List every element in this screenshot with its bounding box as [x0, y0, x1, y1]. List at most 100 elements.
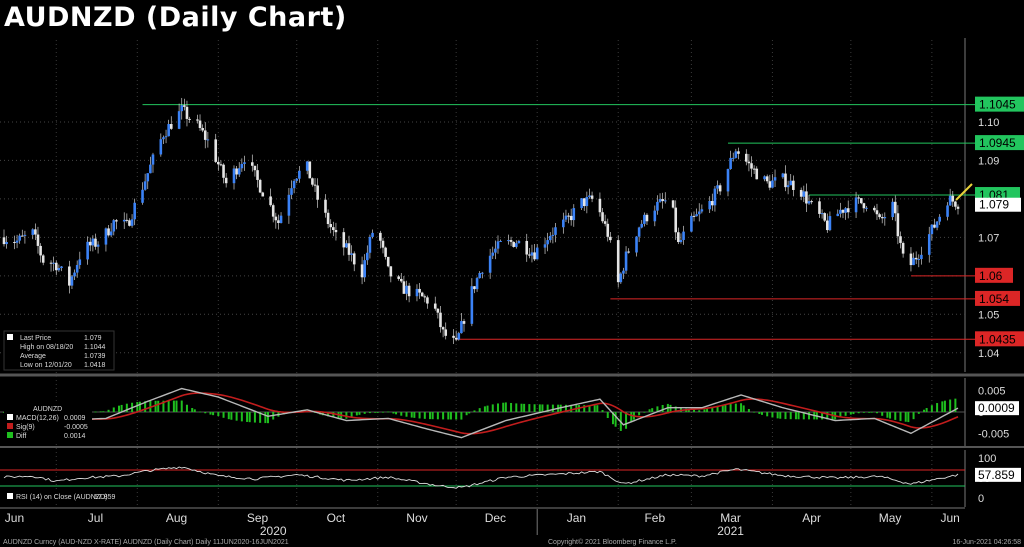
macd-diff-bar	[534, 404, 536, 412]
candle-body	[403, 281, 406, 293]
macd-diff-bar	[871, 412, 873, 413]
candle-body	[884, 217, 887, 218]
candle-body	[261, 192, 264, 196]
macd-diff-bar	[748, 409, 750, 412]
legend-last-value: 1.079	[84, 335, 102, 342]
candle-body	[860, 198, 863, 203]
candle-body	[34, 229, 37, 234]
macd-ytick: -0.005	[978, 428, 1009, 440]
candle-body	[363, 260, 366, 277]
candle-body	[361, 264, 364, 277]
macd-diff-bar	[541, 404, 543, 412]
candle-body	[583, 198, 586, 206]
legend-swatch-last	[7, 334, 13, 340]
candle-body	[97, 245, 100, 247]
candle-body	[3, 237, 6, 244]
footer-left: AUDNZD Curncy (AUD-NZD X-RATE) AUDNZD (D…	[3, 539, 289, 546]
candle-body	[567, 216, 570, 217]
macd-diff-bar	[521, 404, 523, 412]
macd-diff-bar	[771, 412, 773, 417]
candle-body	[371, 233, 374, 237]
price-legend: Last Price 1.079 High on 08/18/20 1.1044…	[4, 331, 114, 370]
candle-body	[37, 235, 40, 246]
macd-diff-bar	[377, 412, 379, 413]
macd-diff-bar	[510, 403, 512, 412]
macd-diff-bar	[358, 412, 360, 415]
candle-body	[635, 237, 638, 253]
candle-body	[698, 211, 701, 214]
legend-low-value: 1.0418	[84, 362, 106, 369]
candle-body	[243, 162, 246, 164]
macd-diff-bar	[790, 412, 792, 419]
macd-diff-bar	[447, 412, 449, 419]
macd-diff-bar	[852, 412, 854, 414]
candle-body	[572, 208, 575, 220]
macd-diff-bar	[740, 403, 742, 412]
candle-body	[507, 240, 510, 241]
candle-body	[792, 181, 795, 190]
macd-diff-bar	[881, 412, 883, 416]
sig-swatch	[7, 423, 13, 429]
macd-diff-bar	[364, 412, 366, 414]
candle-body	[408, 286, 411, 296]
candle-body	[269, 196, 272, 205]
candle-body	[348, 243, 351, 255]
rsi-legend-value: 57.859	[94, 494, 116, 501]
macd-diff-bar	[876, 412, 878, 413]
resistance-badge: 1.0945	[979, 136, 1016, 150]
macd-diff-bar	[387, 412, 389, 413]
macd-diff-bar	[651, 408, 653, 412]
macd-diff-bar	[487, 406, 489, 412]
macd-diff-bar	[502, 403, 504, 412]
macd-diff-bar	[594, 405, 596, 412]
candle-body	[405, 286, 408, 294]
macd-diff-bar	[552, 405, 554, 412]
macd-diff-bar	[479, 408, 481, 412]
candle-body	[434, 304, 437, 309]
candle-body	[39, 246, 42, 255]
candle-body	[345, 243, 348, 247]
candle-body	[58, 268, 61, 270]
legend-avg-value: 1.0739	[84, 353, 106, 360]
candle-body	[152, 154, 155, 164]
macd-legend-title: AUDNZD	[33, 406, 62, 413]
macd-diff-bar	[411, 412, 413, 418]
sig-legend-value: -0.0005	[64, 424, 88, 431]
macd-diff-bar	[863, 412, 865, 413]
candle-body	[196, 119, 199, 120]
candle-body	[512, 242, 515, 247]
candle-body	[646, 215, 649, 221]
candle-body	[826, 221, 829, 230]
macd-diff-bar	[455, 412, 457, 420]
candle-body	[390, 266, 393, 276]
candle-body	[638, 227, 641, 236]
candle-body	[659, 199, 662, 202]
macd-diff-bar	[228, 412, 230, 419]
macd-diff-bar	[858, 412, 860, 413]
candle-body	[397, 276, 400, 278]
candle-body	[690, 216, 693, 232]
candle-body	[241, 164, 244, 168]
candle-body	[863, 203, 866, 208]
macd-diff-bar	[136, 402, 138, 412]
candle-body	[366, 253, 369, 260]
month-label: Jun	[940, 511, 959, 525]
macd-diff-bar	[850, 412, 852, 415]
macd-diff-bar	[102, 411, 104, 412]
macd-diff-bar	[413, 412, 415, 418]
price-ytick: 1.07	[978, 232, 999, 244]
candle-body	[836, 214, 839, 216]
macd-diff-bar	[246, 412, 248, 422]
year-label: 2021	[717, 524, 744, 538]
candle-body	[24, 235, 27, 236]
candle-body	[473, 286, 476, 289]
macd-diff-bar	[267, 412, 269, 423]
macd-diff-bar	[758, 412, 760, 414]
candle-body	[810, 201, 813, 202]
candle-body	[426, 297, 429, 303]
macd-diff-bar	[625, 412, 627, 429]
macd-diff-bar	[264, 412, 266, 423]
legend-high-label: High on 08/18/20	[20, 344, 73, 351]
candle-body	[510, 240, 513, 242]
